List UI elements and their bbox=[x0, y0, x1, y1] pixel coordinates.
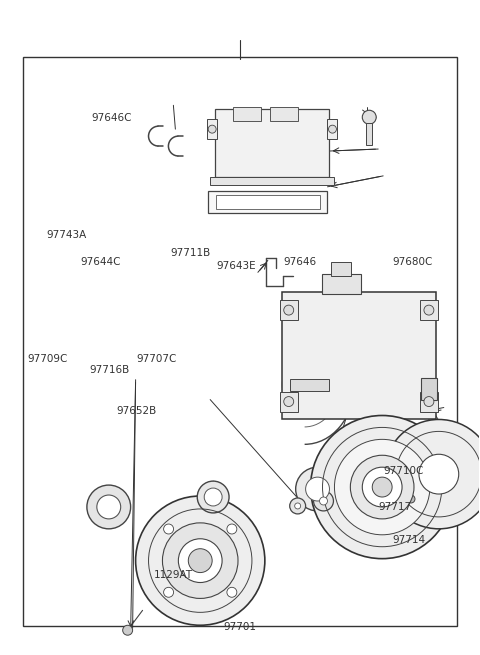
Bar bbox=[270, 107, 298, 121]
Circle shape bbox=[335, 440, 430, 534]
Circle shape bbox=[320, 497, 327, 505]
Circle shape bbox=[188, 549, 212, 572]
Circle shape bbox=[197, 481, 229, 513]
Circle shape bbox=[208, 125, 216, 133]
Circle shape bbox=[284, 396, 294, 407]
Text: 97711B: 97711B bbox=[171, 248, 211, 257]
Text: 97717: 97717 bbox=[378, 502, 411, 512]
Circle shape bbox=[350, 455, 414, 519]
Bar bbox=[366, 123, 372, 145]
Circle shape bbox=[313, 491, 334, 511]
Circle shape bbox=[227, 524, 237, 534]
Circle shape bbox=[97, 495, 120, 519]
Circle shape bbox=[424, 396, 434, 407]
Text: 97743A: 97743A bbox=[47, 230, 87, 240]
Bar bbox=[216, 195, 320, 209]
Circle shape bbox=[290, 498, 306, 514]
Circle shape bbox=[424, 305, 434, 315]
Text: 97714: 97714 bbox=[393, 534, 426, 545]
Circle shape bbox=[407, 495, 415, 503]
Bar bbox=[420, 392, 438, 411]
Text: 97644C: 97644C bbox=[80, 257, 120, 267]
Bar bbox=[215, 109, 329, 177]
Text: 97680C: 97680C bbox=[393, 257, 433, 267]
Circle shape bbox=[362, 467, 402, 507]
Circle shape bbox=[284, 305, 294, 315]
Text: 97646C: 97646C bbox=[92, 113, 132, 122]
Circle shape bbox=[136, 496, 265, 626]
Circle shape bbox=[204, 488, 222, 506]
Circle shape bbox=[296, 467, 339, 511]
Text: 97710C: 97710C bbox=[383, 466, 423, 476]
Circle shape bbox=[311, 415, 454, 559]
Circle shape bbox=[295, 503, 300, 509]
Text: 97709C: 97709C bbox=[28, 354, 68, 364]
Text: 97707C: 97707C bbox=[136, 354, 176, 364]
Text: 97701: 97701 bbox=[224, 622, 256, 632]
Bar bbox=[420, 300, 438, 320]
Circle shape bbox=[372, 477, 392, 497]
Bar bbox=[208, 191, 327, 213]
Bar bbox=[210, 177, 335, 185]
Text: 97652B: 97652B bbox=[116, 406, 156, 416]
Circle shape bbox=[306, 477, 329, 501]
Text: 1129AT: 1129AT bbox=[154, 570, 193, 580]
Bar bbox=[207, 119, 217, 139]
Circle shape bbox=[162, 523, 238, 599]
Circle shape bbox=[362, 110, 376, 124]
Bar bbox=[332, 263, 351, 276]
Circle shape bbox=[384, 419, 480, 529]
Circle shape bbox=[419, 455, 459, 494]
Bar bbox=[327, 119, 337, 139]
Circle shape bbox=[164, 524, 174, 534]
Text: 97643E: 97643E bbox=[216, 261, 256, 271]
Circle shape bbox=[179, 539, 222, 582]
Bar bbox=[282, 292, 436, 419]
Bar bbox=[280, 300, 298, 320]
Bar bbox=[280, 392, 298, 411]
Bar bbox=[23, 56, 457, 626]
Bar bbox=[290, 379, 329, 390]
Bar bbox=[421, 378, 437, 400]
Circle shape bbox=[328, 125, 336, 133]
Circle shape bbox=[164, 588, 174, 597]
Bar bbox=[233, 107, 261, 121]
Circle shape bbox=[227, 588, 237, 597]
Bar bbox=[322, 274, 361, 294]
Circle shape bbox=[87, 485, 131, 529]
Text: 97646: 97646 bbox=[283, 257, 316, 267]
Text: 97716B: 97716B bbox=[90, 365, 130, 375]
Circle shape bbox=[123, 626, 132, 635]
